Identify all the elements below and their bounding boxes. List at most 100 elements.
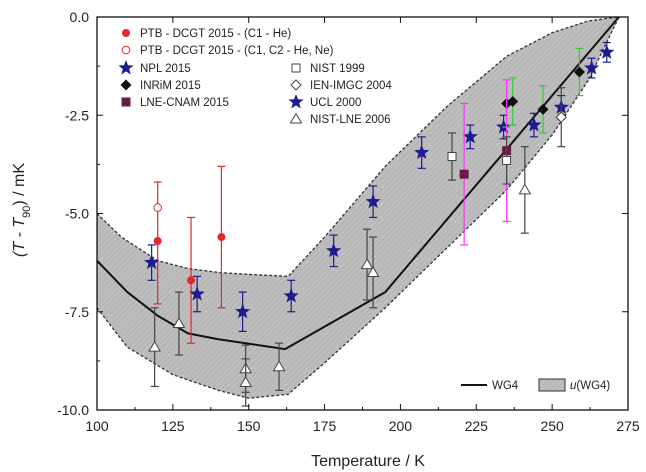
band-fill [97, 17, 619, 399]
data-points [144, 41, 615, 407]
legend-item-6: IEN-IMGC 2004 [290, 79, 392, 92]
legend-marker [291, 63, 301, 73]
y-tick-label: -7.5 [65, 304, 89, 320]
legend-band-u: u [570, 380, 577, 392]
data-point [360, 258, 374, 270]
legend-marker [121, 97, 131, 107]
legend-label: WG4 [492, 380, 519, 392]
data-point [148, 340, 162, 352]
legend-label: IEN-IMGC 2004 [310, 80, 392, 92]
data-point [502, 155, 512, 165]
legend-item-7: UCL 2000 [288, 94, 361, 109]
legend-item-8: NIST-LNE 2006 [289, 112, 391, 126]
y-axis-label-main: (T - T [11, 217, 28, 257]
band-lower-edge [96, 16, 620, 399]
data-point [326, 242, 342, 258]
y-tick-label: -10.0 [57, 402, 89, 418]
y-tick-label: 0.0 [70, 9, 90, 25]
legend-label: PTB - DCGT 2015 - (C1 - He) [140, 28, 291, 40]
x-tick-label: 250 [540, 418, 564, 434]
data-point [153, 203, 162, 212]
data-point [365, 193, 381, 209]
legend-band-rest: (WG4) [576, 380, 610, 392]
wg4-line [96, 16, 620, 351]
legend-label: NPL 2015 [140, 63, 191, 75]
legend-item-3: INRiM 2015 [120, 79, 201, 92]
legend-item-4: LNE-CNAM 2015 [121, 97, 229, 109]
legend-label: u(WG4) [570, 380, 610, 392]
data-point [573, 66, 585, 78]
legend-marker [122, 29, 130, 37]
x-tick-label: 150 [237, 418, 261, 434]
data-point [526, 117, 542, 132]
data-point [495, 119, 512, 134]
y-tick-label: -5.0 [65, 206, 89, 222]
legend-bottom: WG4 u(WG4) [448, 371, 618, 399]
legend-item-2: NPL 2015 [118, 60, 191, 75]
legend-marker [118, 60, 134, 75]
legend-item-band: u(WG4) [538, 378, 610, 392]
series-5 [447, 132, 512, 185]
data-point [283, 288, 299, 303]
legend-label: UCL 2000 [310, 97, 361, 109]
data-point [172, 317, 186, 329]
legend-marker [121, 45, 131, 55]
legend-label: INRiM 2015 [140, 80, 201, 92]
legend-label: PTB - DCGT 2015 - (C1, C2 - He, Ne) [140, 45, 334, 57]
legend-item-1: PTB - DCGT 2015 - (C1, C2 - He, Ne) [121, 45, 334, 57]
wg4-line-layer [96, 16, 620, 351]
svg-text:(T - T90) / mK: (T - T90) / mK [11, 163, 33, 257]
data-point [414, 144, 430, 160]
data-point [555, 111, 567, 123]
x-tick-label: 275 [616, 418, 640, 434]
legend-marker [289, 112, 303, 124]
legend-marker [290, 79, 302, 91]
data-point [153, 237, 162, 246]
data-point [239, 375, 253, 387]
y-tick-label: -2.5 [65, 107, 89, 123]
y-axis-label-sub: 90 [21, 206, 33, 218]
x-tick-label: 200 [389, 418, 413, 434]
legend-label: NIST-LNE 2006 [310, 114, 391, 126]
data-point [462, 128, 478, 144]
y-axis-label: (T - T90) / mK [11, 163, 33, 257]
x-tick-label: 125 [161, 418, 185, 434]
data-point [459, 169, 469, 179]
data-point [507, 95, 519, 107]
data-point [447, 152, 457, 162]
x-tick-label: 100 [85, 418, 109, 434]
data-point [599, 44, 615, 59]
band-upper-edge [96, 16, 619, 278]
data-point [366, 265, 380, 277]
y-axis-label-tail: ) / mK [11, 163, 28, 206]
x-tick-label: 225 [465, 418, 489, 434]
legend-marker [538, 378, 566, 392]
legend-marker [288, 94, 304, 109]
legend-item-5: NIST 1999 [291, 63, 365, 75]
legend-top: PTB - DCGT 2015 - (C1 - He) PTB - DCGT 20… [118, 28, 392, 126]
series-1 [153, 203, 162, 212]
x-axis-ticks: 100 125 150 175 200 225 250 275 [85, 17, 640, 434]
legend-label: LNE-CNAM 2015 [140, 97, 229, 109]
x-tick-label: 175 [313, 418, 337, 434]
legend-item-wg4: WG4 [461, 380, 519, 392]
data-point [272, 360, 286, 372]
series-8 [148, 146, 532, 407]
x-axis-label: Temperature / K [311, 453, 425, 470]
data-point [189, 286, 205, 301]
data-point [217, 233, 226, 242]
data-point [235, 303, 251, 319]
legend-label: NIST 1999 [310, 63, 365, 75]
legend-item-0: PTB - DCGT 2015 - (C1 - He) [122, 28, 291, 40]
uncertainty-band [96, 16, 620, 399]
legend-marker [120, 79, 132, 91]
y-axis-ticks: 0.0 -2.5 -5.0 -7.5 -10.0 [57, 9, 628, 418]
data-point [187, 276, 196, 285]
data-point [583, 60, 600, 75]
data-point [144, 254, 160, 270]
series-0 [153, 165, 226, 344]
data-point [518, 183, 532, 195]
data-point [537, 103, 549, 115]
series-6 [555, 87, 567, 148]
